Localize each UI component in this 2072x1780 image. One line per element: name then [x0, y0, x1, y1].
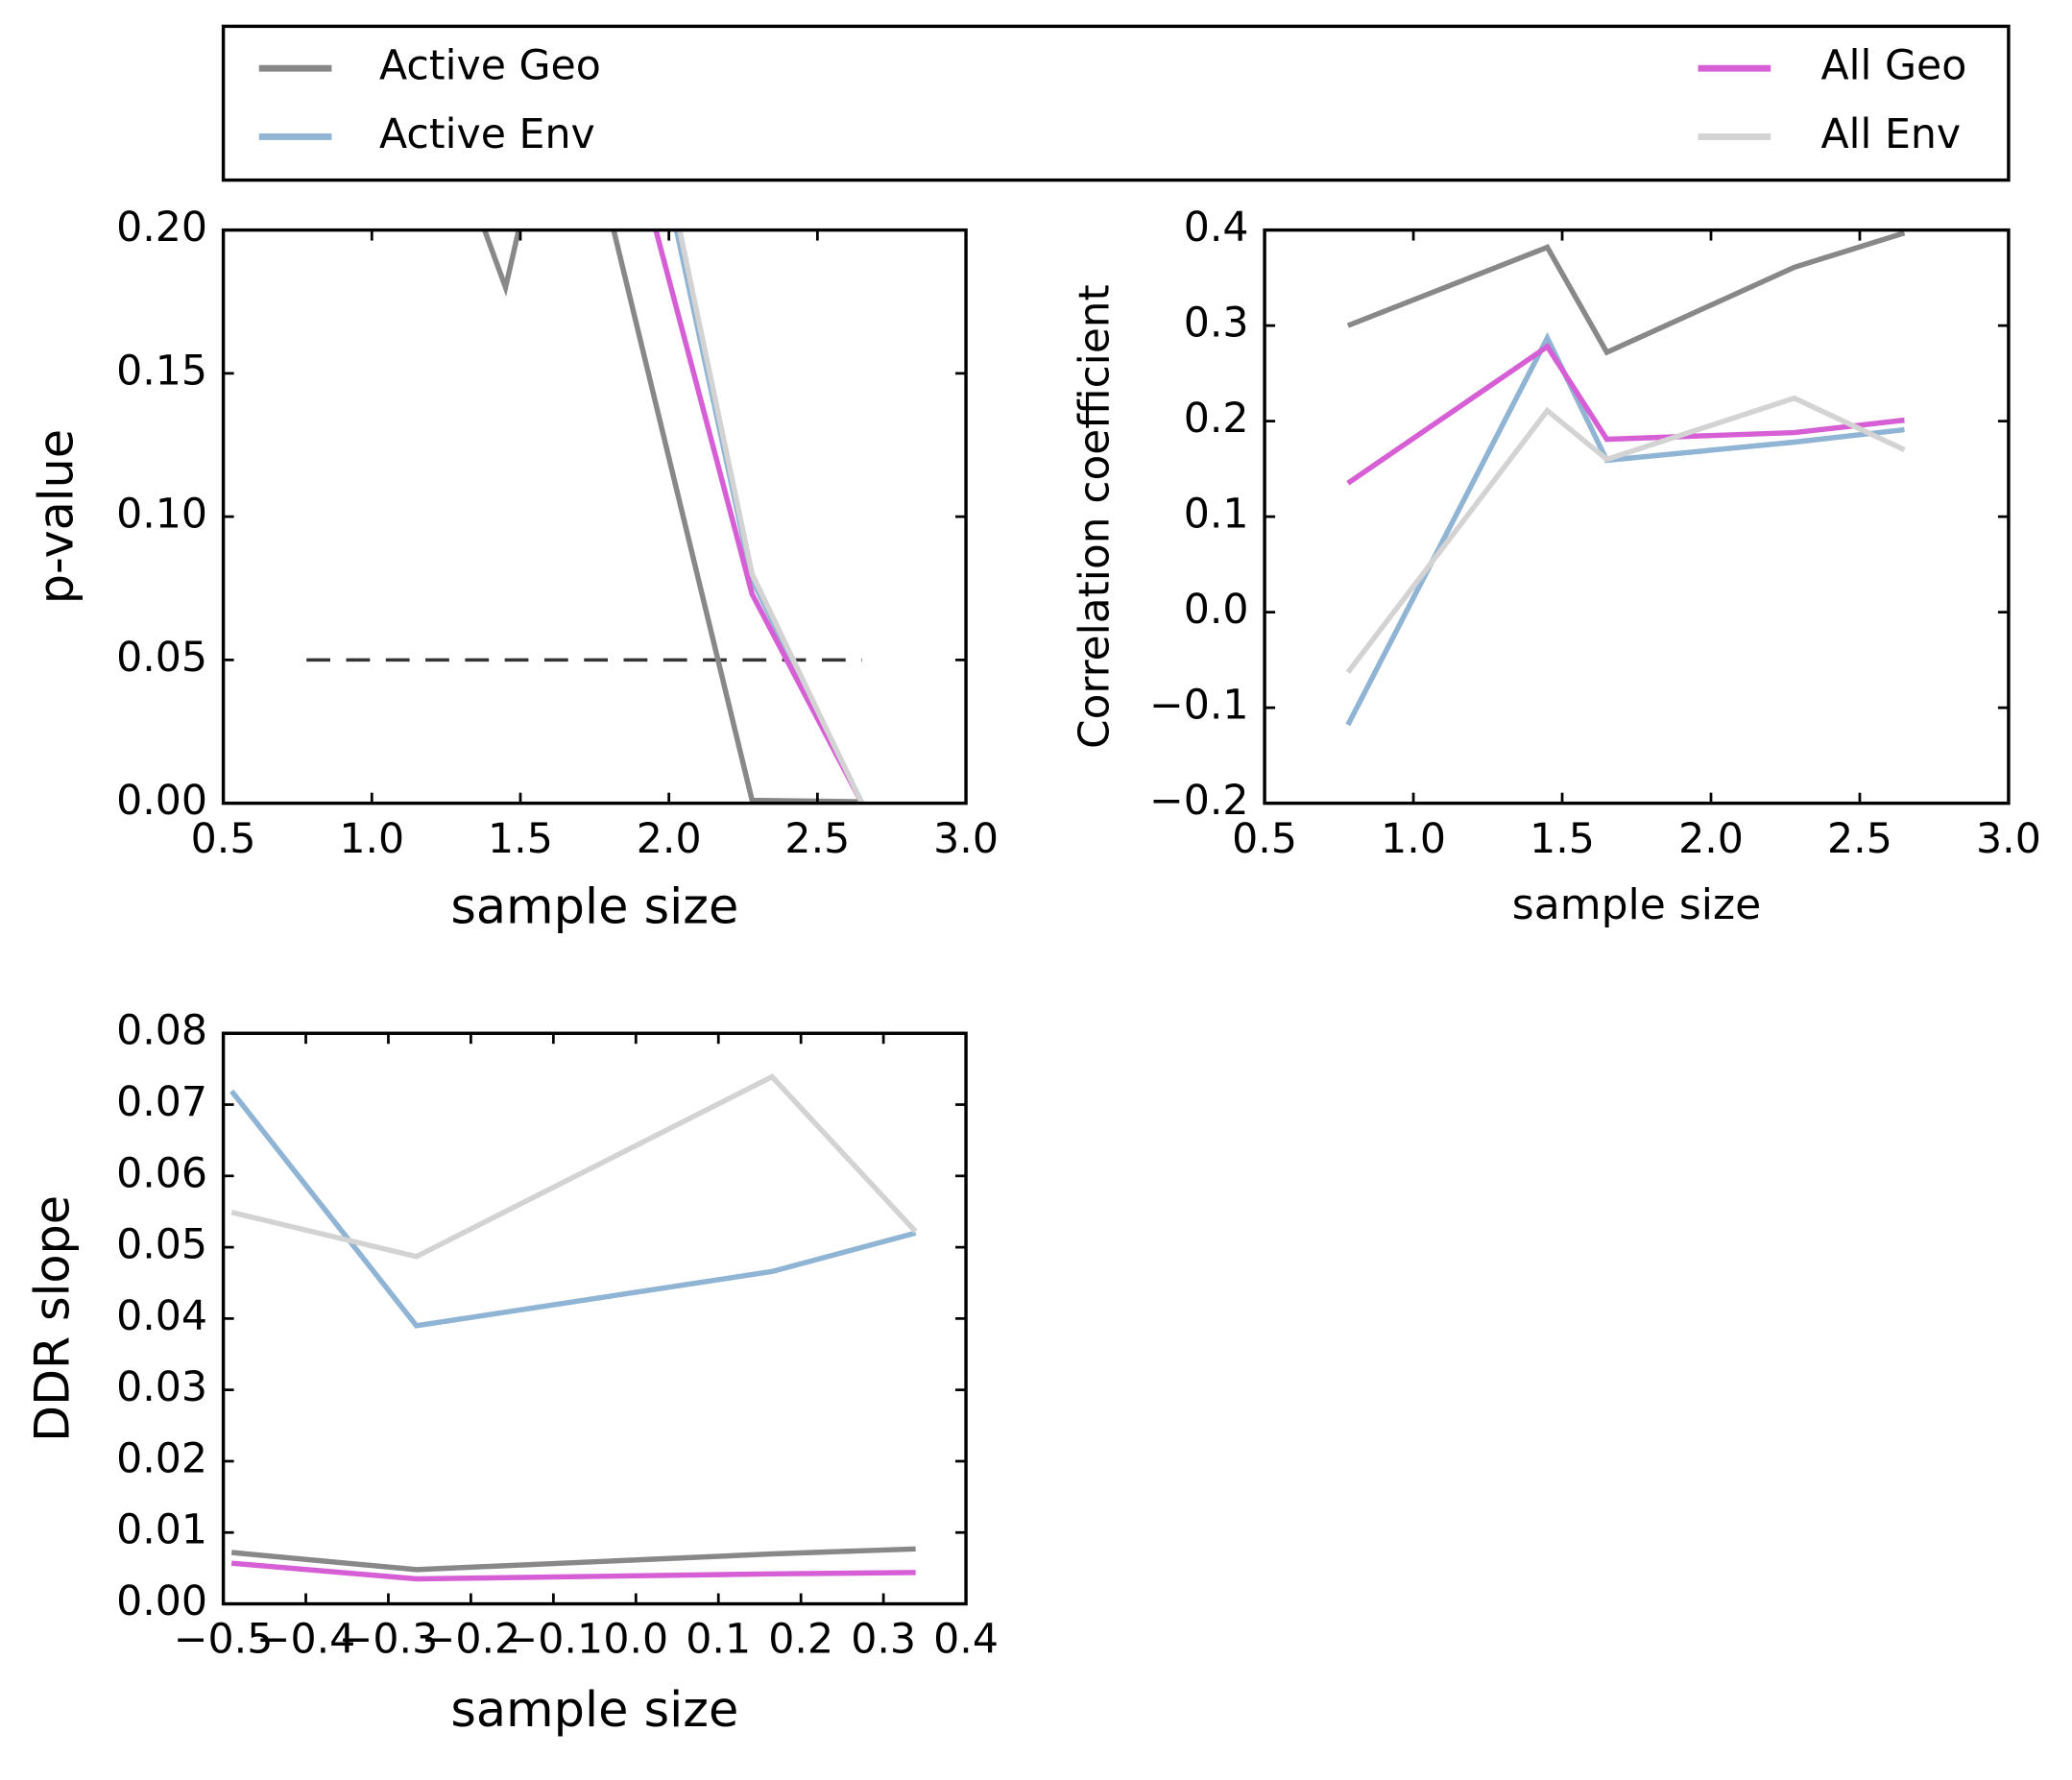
y-axis-label: p-value	[28, 429, 84, 604]
y-tick-label: 0.00	[116, 778, 207, 825]
y-tick-label: 0.07	[116, 1079, 207, 1126]
legend-label: Active Geo	[379, 43, 601, 90]
x-tick-label: 1.0	[339, 816, 404, 863]
x-tick-label: 2.0	[1678, 816, 1744, 863]
series-line	[481, 229, 862, 804]
y-tick-label: 0.05	[116, 635, 207, 682]
legend-label: All Geo	[1821, 43, 1967, 90]
y-tick-label: −0.1	[1149, 683, 1249, 730]
x-tick-label: 0.5	[191, 816, 256, 863]
y-tick-label: 0.10	[116, 492, 207, 539]
y-tick-label: 0.08	[116, 1008, 207, 1055]
x-axis-label: sample size	[450, 1681, 738, 1738]
y-tick-label: −0.2	[1149, 778, 1249, 825]
x-tick-label: 1.5	[1530, 816, 1595, 863]
y-axis-label: Correlation coefficient	[1070, 284, 1119, 749]
plot-frame	[221, 228, 968, 806]
y-tick-label: 0.00	[116, 1578, 207, 1625]
x-tick-label: 0.5	[1232, 816, 1297, 863]
y-tick-label: 0.03	[116, 1364, 207, 1411]
x-tick-label: 3.0	[1976, 816, 2041, 863]
legend-label: Active Env	[379, 111, 595, 158]
y-axis-label: DDR slope	[24, 1195, 80, 1442]
x-tick-label: 0.4	[933, 1617, 999, 1664]
y-tick-label: 0.01	[116, 1507, 207, 1554]
x-tick-label: 0.1	[686, 1617, 751, 1664]
y-tick-label: 0.20	[116, 204, 207, 252]
legend-box	[221, 24, 2011, 182]
x-tick-label: 1.5	[488, 816, 553, 863]
y-tick-label: 0.4	[1184, 204, 1249, 252]
series-line	[230, 1546, 916, 1573]
y-tick-label: 0.0	[1184, 587, 1249, 634]
x-tick-label: −0.3	[339, 1617, 439, 1664]
x-tick-label: 1.0	[1381, 816, 1446, 863]
legend-label: All Env	[1821, 111, 1962, 158]
x-tick-label: 3.0	[933, 816, 999, 863]
series-line	[1346, 343, 1905, 486]
series-line	[1345, 331, 1905, 727]
y-tick-label: 0.06	[116, 1150, 207, 1197]
x-tick-label: −0.1	[504, 1617, 604, 1664]
series-line	[653, 229, 865, 804]
y-tick-label: 0.15	[116, 348, 207, 395]
x-tick-label: 0.0	[603, 1617, 668, 1664]
y-tick-label: 0.04	[116, 1293, 207, 1340]
x-tick-label: −0.2	[422, 1617, 521, 1664]
y-tick-label: 0.1	[1184, 492, 1249, 539]
y-tick-label: 0.3	[1184, 301, 1249, 348]
x-tick-label: 2.5	[784, 816, 850, 863]
x-tick-label: 2.5	[1827, 816, 1892, 863]
x-tick-label: 0.2	[768, 1617, 833, 1664]
plot-frame	[221, 1031, 968, 1606]
series-line	[1346, 229, 1906, 356]
series-line	[230, 1073, 918, 1260]
y-tick-label: 0.05	[116, 1222, 207, 1269]
x-tick-label: 2.0	[637, 816, 702, 863]
x-axis-label: sample size	[1512, 880, 1761, 929]
series-line	[229, 1089, 917, 1329]
y-tick-label: 0.02	[116, 1436, 207, 1483]
series-line	[1345, 395, 1906, 674]
x-tick-label: −0.5	[174, 1617, 274, 1664]
x-axis-label: sample size	[450, 878, 738, 935]
series-line	[230, 1560, 916, 1582]
series-line	[677, 229, 865, 804]
x-tick-label: 0.3	[851, 1617, 916, 1664]
x-tick-label: −0.4	[256, 1617, 356, 1664]
y-tick-label: 0.2	[1184, 396, 1249, 443]
